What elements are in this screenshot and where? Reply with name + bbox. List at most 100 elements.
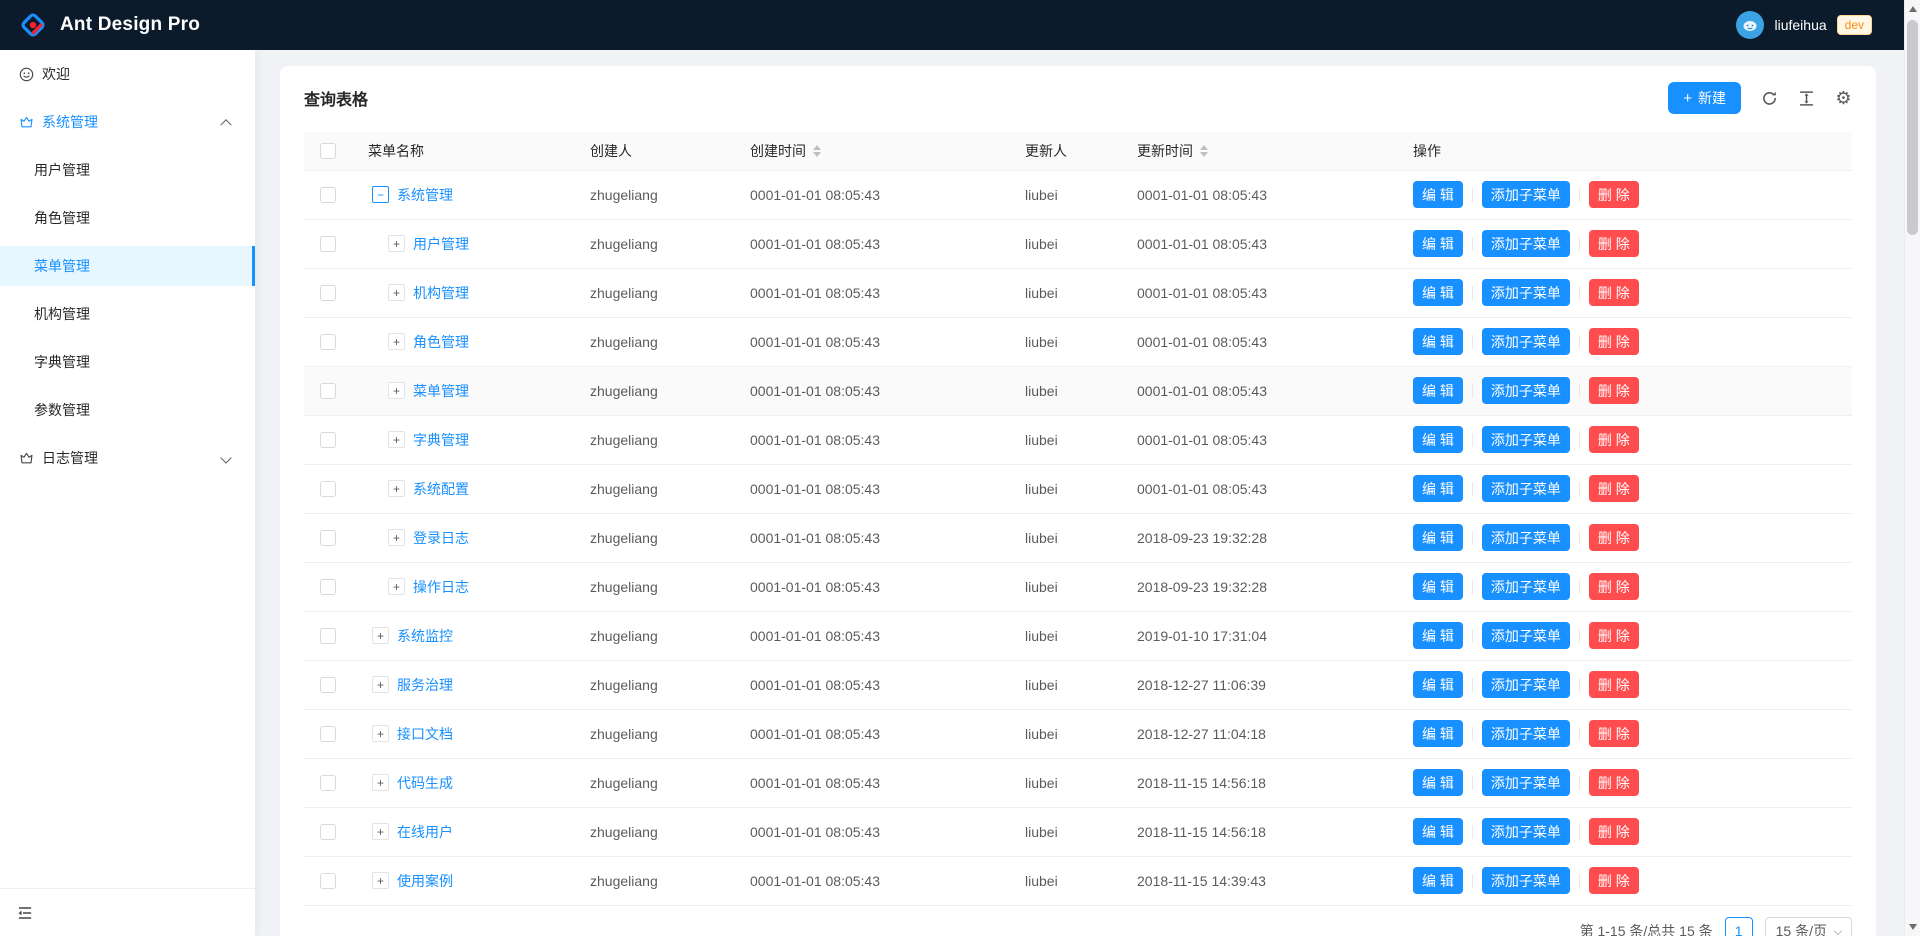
row-checkbox[interactable] — [320, 334, 336, 351]
edit-button[interactable]: 编 辑 — [1413, 867, 1463, 894]
delete-button[interactable]: 删 除 — [1588, 573, 1639, 600]
tree-toggle-icon[interactable] — [372, 676, 389, 693]
delete-button[interactable]: 删 除 — [1588, 181, 1639, 208]
delete-button[interactable]: 删 除 — [1588, 671, 1639, 698]
edit-button[interactable]: 编 辑 — [1413, 769, 1463, 796]
delete-button[interactable]: 删 除 — [1588, 475, 1639, 502]
edit-button[interactable]: 编 辑 — [1413, 622, 1463, 649]
add-child-menu-button[interactable]: 添加子菜单 — [1481, 769, 1570, 796]
add-child-menu-button[interactable]: 添加子菜单 — [1481, 426, 1570, 453]
add-child-menu-button[interactable]: 添加子菜单 — [1481, 181, 1570, 208]
menu-name-link[interactable]: 系统管理 — [397, 186, 453, 203]
page-size-select[interactable]: 15 条/页 — [1764, 916, 1852, 936]
delete-button[interactable]: 删 除 — [1588, 279, 1639, 306]
row-checkbox[interactable] — [320, 824, 336, 841]
sidebar-item-org-mgmt[interactable]: 机构管理 — [0, 294, 255, 334]
edit-button[interactable]: 编 辑 — [1413, 377, 1463, 404]
edit-button[interactable]: 编 辑 — [1413, 524, 1463, 551]
delete-button[interactable]: 删 除 — [1588, 230, 1639, 257]
edit-button[interactable]: 编 辑 — [1413, 181, 1463, 208]
add-child-menu-button[interactable]: 添加子菜单 — [1481, 573, 1570, 600]
row-checkbox[interactable] — [320, 579, 336, 596]
tree-toggle-icon[interactable] — [388, 333, 405, 350]
sidebar-item-dict-mgmt[interactable]: 字典管理 — [0, 342, 255, 382]
scroll-down-arrow-icon[interactable] — [1909, 924, 1917, 930]
edit-button[interactable]: 编 辑 — [1413, 279, 1463, 306]
menu-name-link[interactable]: 登录日志 — [413, 529, 469, 546]
delete-button[interactable]: 删 除 — [1588, 377, 1639, 404]
delete-button[interactable]: 删 除 — [1588, 622, 1639, 649]
sidebar-item-log-mgmt[interactable]: 日志管理 — [0, 438, 255, 478]
sort-icons[interactable] — [1200, 144, 1208, 157]
row-checkbox[interactable] — [320, 726, 336, 743]
delete-button[interactable]: 删 除 — [1588, 328, 1639, 355]
add-child-menu-button[interactable]: 添加子菜单 — [1481, 377, 1570, 404]
row-checkbox[interactable] — [320, 187, 336, 204]
add-child-menu-button[interactable]: 添加子菜单 — [1481, 671, 1570, 698]
row-checkbox[interactable] — [320, 775, 336, 792]
tree-toggle-icon[interactable] — [388, 480, 405, 497]
edit-button[interactable]: 编 辑 — [1413, 818, 1463, 845]
row-checkbox[interactable] — [320, 873, 336, 890]
new-button[interactable]: + 新建 — [1668, 82, 1741, 114]
scroll-up-arrow-icon[interactable] — [1909, 6, 1917, 12]
edit-button[interactable]: 编 辑 — [1413, 671, 1463, 698]
sidebar-item-param-mgmt[interactable]: 参数管理 — [0, 390, 255, 430]
add-child-menu-button[interactable]: 添加子菜单 — [1481, 818, 1570, 845]
sidebar-item-system-mgmt[interactable]: 系统管理 — [0, 102, 255, 142]
edit-button[interactable]: 编 辑 — [1413, 573, 1463, 600]
tree-toggle-icon[interactable] — [388, 382, 405, 399]
menu-fold-icon[interactable] — [16, 904, 34, 922]
tree-toggle-icon[interactable] — [388, 284, 405, 301]
user-menu[interactable]: liufeihua dev — [1736, 11, 1872, 39]
column-height-icon[interactable] — [1798, 90, 1815, 107]
select-all-checkbox[interactable] — [320, 143, 336, 160]
delete-button[interactable]: 删 除 — [1588, 426, 1639, 453]
menu-name-link[interactable]: 机构管理 — [413, 284, 469, 301]
delete-button[interactable]: 删 除 — [1588, 867, 1639, 894]
menu-name-link[interactable]: 在线用户 — [397, 823, 453, 840]
tree-toggle-icon[interactable] — [388, 235, 405, 252]
tree-toggle-icon[interactable] — [372, 627, 389, 644]
add-child-menu-button[interactable]: 添加子菜单 — [1481, 720, 1570, 747]
add-child-menu-button[interactable]: 添加子菜单 — [1481, 475, 1570, 502]
menu-name-link[interactable]: 系统配置 — [413, 480, 469, 497]
settings-icon[interactable]: ⚙ — [1835, 87, 1852, 108]
add-child-menu-button[interactable]: 添加子菜单 — [1481, 524, 1570, 551]
delete-button[interactable]: 删 除 — [1588, 769, 1639, 796]
tree-toggle-icon[interactable] — [372, 186, 389, 203]
menu-name-link[interactable]: 角色管理 — [413, 333, 469, 350]
menu-name-link[interactable]: 系统监控 — [397, 627, 453, 644]
add-child-menu-button[interactable]: 添加子菜单 — [1481, 279, 1570, 306]
tree-toggle-icon[interactable] — [372, 872, 389, 889]
tree-toggle-icon[interactable] — [372, 725, 389, 742]
sort-icons[interactable] — [813, 144, 821, 157]
menu-name-link[interactable]: 操作日志 — [413, 578, 469, 595]
row-checkbox[interactable] — [320, 285, 336, 302]
edit-button[interactable]: 编 辑 — [1413, 475, 1463, 502]
page-1-button[interactable]: 1 — [1724, 916, 1753, 936]
menu-name-link[interactable]: 代码生成 — [397, 774, 453, 791]
tree-toggle-icon[interactable] — [388, 431, 405, 448]
edit-button[interactable]: 编 辑 — [1413, 230, 1463, 257]
logo[interactable]: Ant Design Pro — [18, 10, 200, 40]
row-checkbox[interactable] — [320, 530, 336, 547]
tree-toggle-icon[interactable] — [388, 578, 405, 595]
menu-name-link[interactable]: 使用案例 — [397, 872, 453, 889]
edit-button[interactable]: 编 辑 — [1413, 426, 1463, 453]
menu-name-link[interactable]: 用户管理 — [413, 235, 469, 252]
menu-name-link[interactable]: 字典管理 — [413, 431, 469, 448]
scrollbar-thumb[interactable] — [1907, 20, 1918, 235]
menu-name-link[interactable]: 接口文档 — [397, 725, 453, 742]
add-child-menu-button[interactable]: 添加子菜单 — [1481, 867, 1570, 894]
tree-toggle-icon[interactable] — [372, 774, 389, 791]
sidebar-item-role-mgmt[interactable]: 角色管理 — [0, 198, 255, 238]
sidebar-item-user-mgmt[interactable]: 用户管理 — [0, 150, 255, 190]
add-child-menu-button[interactable]: 添加子菜单 — [1481, 622, 1570, 649]
menu-name-link[interactable]: 菜单管理 — [413, 382, 469, 399]
delete-button[interactable]: 删 除 — [1588, 524, 1639, 551]
tree-toggle-icon[interactable] — [372, 823, 389, 840]
row-checkbox[interactable] — [320, 628, 336, 645]
sidebar-item-welcome[interactable]: 欢迎 — [0, 54, 255, 94]
reload-icon[interactable] — [1761, 90, 1778, 107]
